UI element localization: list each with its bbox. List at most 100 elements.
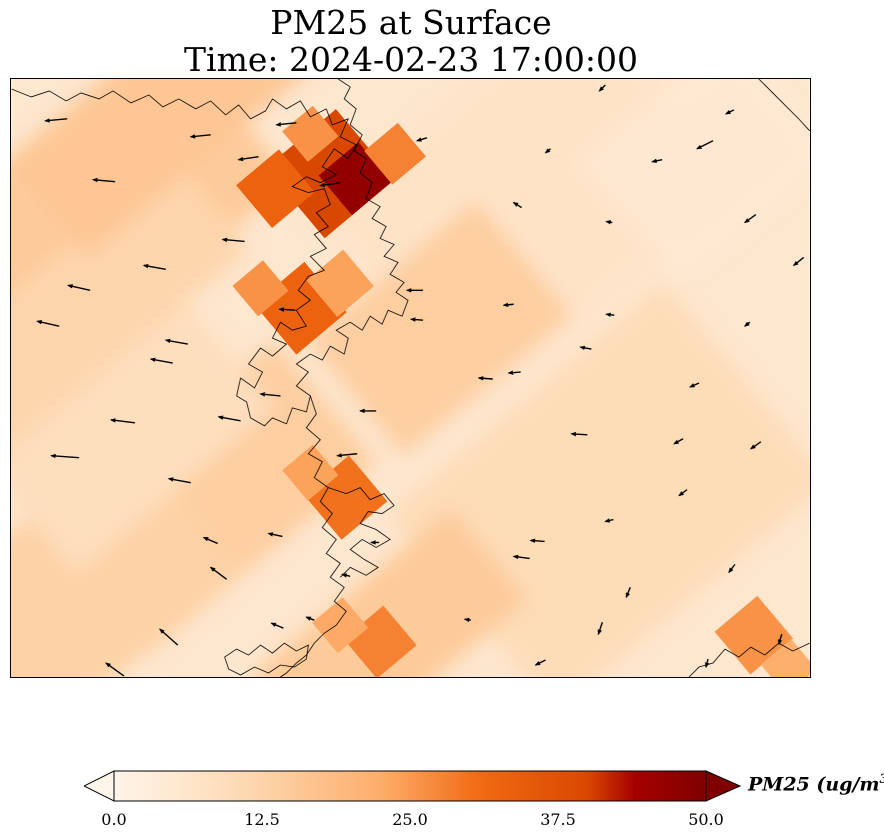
colorbar-units: ug/m <box>825 773 880 796</box>
colorbar-extend-min <box>84 770 115 802</box>
coastline-bay <box>328 487 395 578</box>
pm25-hotspot-cell <box>282 105 339 162</box>
wind-vector-arrow <box>744 321 751 327</box>
wind-vector-arrow <box>570 431 588 437</box>
wind-vector-arrow <box>105 662 125 677</box>
wind-vector-arrow <box>678 489 688 497</box>
colorbar-tick-label: 37.5 <box>540 810 576 829</box>
pm25-field-band <box>11 79 332 258</box>
wind-vector-arrow <box>149 357 173 364</box>
colorbar-gradient <box>113 770 707 802</box>
colorbar-tick-label: 0.0 <box>101 810 127 829</box>
pm25-hotspot-cell <box>312 597 369 654</box>
wind-vector-arrow <box>673 438 684 445</box>
wind-vector-arrow <box>109 418 136 424</box>
coastline-northeast-line <box>758 79 810 132</box>
figure-title-line1: PM25 at Surface <box>270 3 552 42</box>
colorbar <box>84 770 741 802</box>
wind-vector-arrow <box>604 518 614 523</box>
wind-vector-arrow <box>512 201 522 209</box>
wind-vector-arrow <box>36 320 60 327</box>
wind-vector-arrow <box>319 181 341 188</box>
wind-vector-arrow <box>507 370 521 375</box>
wind-vector-arrow <box>597 621 604 636</box>
colorbar-label: PM25 (ug/m3) <box>748 772 884 795</box>
colorbar-variable: PM25 <box>748 773 810 796</box>
wind-vector-arrow <box>477 376 493 381</box>
coastline-north <box>11 88 357 397</box>
wind-vector-arrow <box>704 658 710 669</box>
colorbar-units-exponent: 3 <box>880 772 884 787</box>
pm25-field-band <box>11 157 250 519</box>
figure-title-line2: Time: 2024-02-23 17:00:00 <box>184 40 638 79</box>
pm25-field-band <box>11 432 244 677</box>
map-panel <box>10 78 811 678</box>
wind-vector-arrow <box>270 622 284 629</box>
colorbar-extend-max <box>705 770 741 802</box>
coastline-layer <box>11 79 810 677</box>
pm25-hotspot-cell <box>760 638 810 677</box>
wind-vector-arrow <box>336 453 358 458</box>
pm25-hotspot-layer <box>232 105 810 677</box>
pm25-field-band <box>307 200 572 456</box>
wind-vector-arrow <box>502 302 514 308</box>
wind-vector-arrow <box>44 118 68 123</box>
wind-vector-arrow <box>341 573 351 578</box>
pm25-field-band <box>11 301 276 575</box>
pm25-hotspot-cell <box>236 149 315 228</box>
coastline-central <box>280 395 347 677</box>
wind-vector-layer <box>36 84 805 677</box>
wind-vector-arrow <box>415 137 428 142</box>
wind-vector-arrow <box>275 122 297 127</box>
colorbar-tick-label: 25.0 <box>392 810 428 829</box>
wind-vector-arrow <box>237 156 259 162</box>
wind-vector-arrow <box>512 554 530 560</box>
wind-vector-arrow <box>605 312 615 317</box>
wind-vector-arrow <box>544 148 551 154</box>
pm25-hotspot-cell <box>282 444 339 501</box>
wind-vector-arrow <box>217 415 241 422</box>
wind-vector-arrow <box>259 392 281 397</box>
wind-vector-arrow <box>689 382 700 388</box>
wind-vector-arrow <box>625 587 631 599</box>
wind-vector-arrow <box>792 256 805 267</box>
wind-vector-arrow <box>67 284 91 291</box>
pm25-hotspot-cell <box>364 122 426 185</box>
wind-vector-arrow <box>142 263 166 271</box>
wind-vector-arrow <box>579 345 592 351</box>
map-canvas <box>10 78 811 678</box>
wind-vector-arrow <box>167 477 191 484</box>
wind-vector-arrow <box>534 659 546 666</box>
wind-vector-arrow <box>605 220 613 225</box>
wind-vector-arrow <box>202 536 218 545</box>
wind-vector-arrow <box>529 538 545 544</box>
wind-vector-arrow <box>50 453 80 459</box>
wind-vector-arrow <box>724 109 735 115</box>
pm25-hotspot-cell <box>306 249 374 318</box>
wind-vector-arrow <box>409 317 424 322</box>
wind-vector-arrow <box>164 338 188 345</box>
wind-vector-arrow <box>777 633 783 646</box>
wind-vector-arrow <box>696 140 714 150</box>
colorbar-tick-label: 50.0 <box>688 810 724 829</box>
wind-vector-arrow <box>463 617 471 623</box>
wind-vector-arrow <box>598 84 606 92</box>
pm25-field-layer <box>11 79 810 677</box>
pm25-field-band <box>581 79 810 284</box>
wind-vector-arrow <box>651 158 663 164</box>
wind-vector-arrow <box>305 616 315 621</box>
wind-vector-arrow <box>159 628 179 646</box>
wind-vector-arrow <box>743 213 757 224</box>
wind-vector-arrow <box>209 566 228 580</box>
colorbar-tick-label: 12.5 <box>244 810 280 829</box>
wind-vector-arrow <box>267 532 283 538</box>
coastline-south-west <box>224 642 309 676</box>
wind-vector-arrow <box>221 237 245 243</box>
wind-vector-arrow <box>728 563 736 574</box>
wind-vector-arrow <box>278 307 296 312</box>
pm25-hotspot-cell <box>232 260 289 317</box>
coastline-inlet-north <box>236 79 409 427</box>
wind-vector-arrow <box>749 441 762 450</box>
wind-vector-arrow <box>189 134 211 139</box>
wind-vector-arrow <box>91 177 116 183</box>
